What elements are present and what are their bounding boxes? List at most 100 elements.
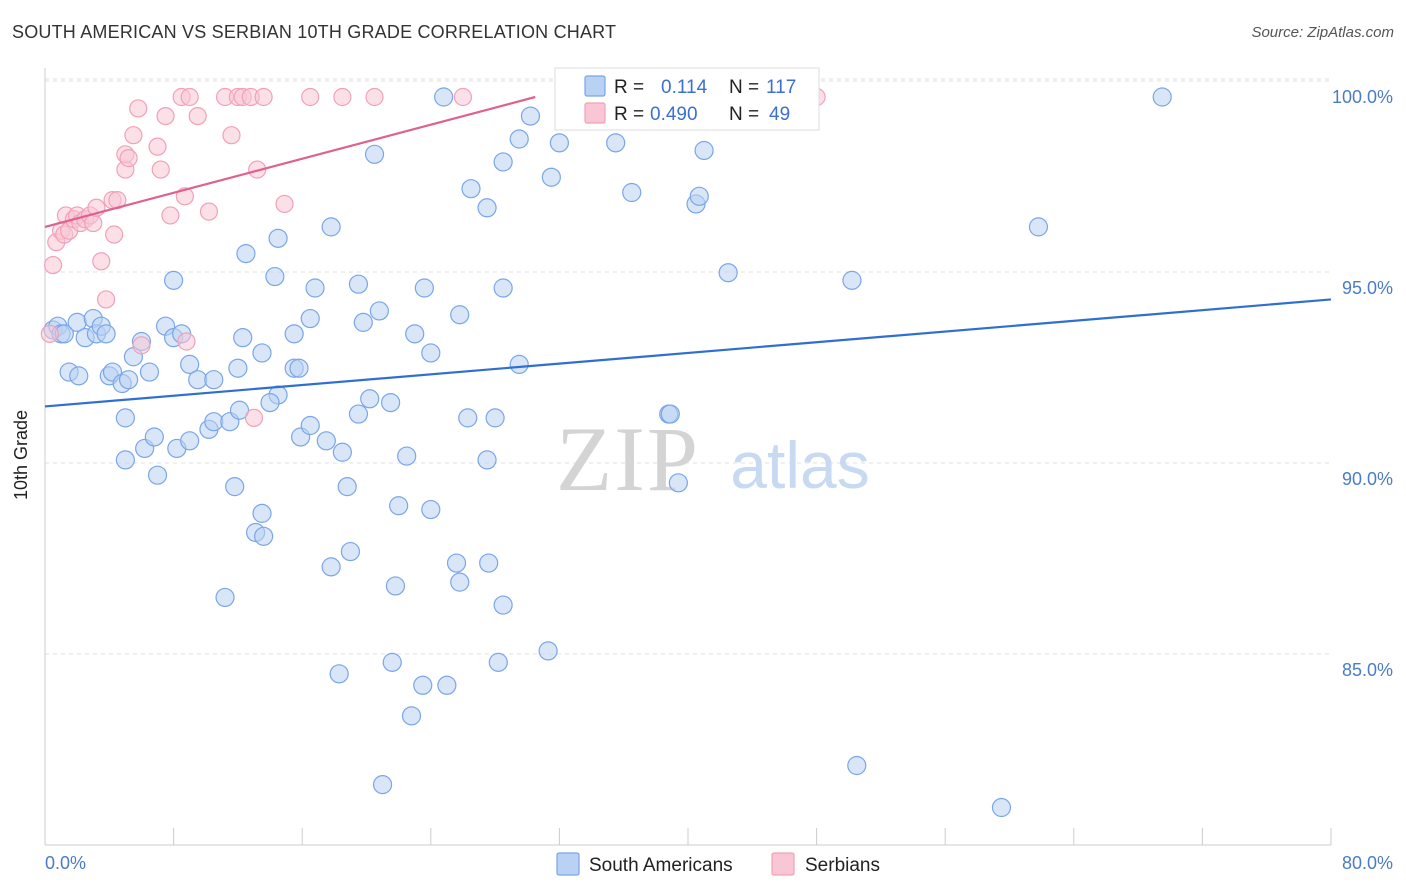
- point-serbian: [275, 194, 294, 214]
- point-south-american: [284, 324, 304, 344]
- legend-bottom-label-serbians: Serbians: [805, 855, 880, 876]
- point-south-american: [477, 450, 497, 470]
- point-south-american: [147, 465, 168, 485]
- point-serbian: [92, 252, 111, 271]
- point-south-american: [991, 797, 1012, 818]
- legend-stats: R = 0.114 N = 117 R = 0.490 N = 49: [554, 67, 820, 131]
- point-south-american: [321, 217, 341, 237]
- point-south-american: [353, 312, 373, 332]
- point-south-american: [321, 557, 341, 577]
- y-axis-label: 10th Grade: [11, 410, 31, 500]
- point-south-american: [215, 587, 235, 608]
- point-south-american: [397, 446, 417, 466]
- point-south-american: [421, 499, 441, 520]
- point-south-american: [461, 179, 481, 199]
- legend-bottom-swatch-south-americans: [556, 852, 580, 876]
- point-south-american: [660, 404, 680, 424]
- x-ticks: [44, 828, 1332, 845]
- point-south-american: [329, 664, 349, 684]
- y-tick-label: 95.0%: [1342, 278, 1393, 298]
- point-south-american: [348, 404, 369, 424]
- point-serbian: [156, 106, 175, 126]
- point-south-american: [252, 503, 272, 523]
- point-south-american: [364, 144, 385, 164]
- watermark: ZIP atlas: [556, 408, 870, 510]
- point-south-american: [265, 266, 285, 287]
- legend-series: South Americans Serbians: [556, 852, 880, 876]
- point-south-american: [305, 278, 325, 298]
- point-south-american: [1028, 217, 1049, 237]
- point-south-american: [842, 270, 862, 290]
- point-south-american: [381, 393, 401, 413]
- point-south-american: [204, 370, 224, 390]
- point-serbian: [43, 255, 63, 275]
- trend-line-serbians: [44, 95, 536, 228]
- point-serbian: [333, 87, 352, 107]
- point-south-american: [340, 541, 361, 562]
- point-serbian: [105, 225, 124, 244]
- series-serbians: [40, 87, 826, 427]
- point-serbian: [244, 408, 264, 427]
- trend-lines: [44, 95, 1332, 408]
- point-south-american: [493, 278, 513, 298]
- point-south-american: [485, 408, 505, 428]
- point-south-american: [405, 324, 425, 344]
- point-south-american: [369, 301, 389, 321]
- point-south-american: [437, 675, 457, 695]
- point-south-american: [225, 477, 245, 497]
- point-serbian: [151, 160, 170, 179]
- series-south-americans: [43, 87, 1172, 818]
- point-south-american: [260, 393, 280, 413]
- point-south-american: [622, 182, 642, 203]
- point-south-american: [115, 450, 135, 470]
- point-south-american: [421, 343, 441, 363]
- point-south-american: [229, 400, 250, 420]
- point-south-american: [316, 431, 336, 451]
- point-south-american: [401, 706, 422, 726]
- point-serbian: [177, 332, 196, 351]
- point-south-american: [509, 129, 529, 149]
- point-south-american: [413, 675, 433, 695]
- point-south-american: [450, 305, 470, 325]
- point-serbian: [199, 202, 219, 221]
- x-tick-label-min: 0.0%: [45, 853, 86, 873]
- legend-n-value-south-americans: 117: [766, 77, 796, 98]
- point-south-american: [180, 354, 200, 374]
- point-south-american: [332, 442, 352, 462]
- chart-title: SOUTH AMERICAN VS SERBIAN 10TH GRADE COR…: [12, 22, 617, 42]
- y-tick-label: 100.0%: [1332, 87, 1393, 107]
- point-south-american: [382, 652, 402, 672]
- point-serbian: [119, 149, 138, 168]
- point-south-american: [446, 553, 467, 573]
- legend-r-label-south-americans: R =: [614, 77, 644, 98]
- point-south-american: [144, 427, 164, 447]
- point-south-american: [337, 477, 357, 497]
- point-south-american: [414, 278, 434, 298]
- point-south-american: [360, 389, 380, 409]
- point-south-american: [549, 133, 570, 153]
- point-serbian: [96, 290, 116, 309]
- point-serbian: [365, 87, 384, 107]
- point-south-american: [458, 408, 478, 428]
- watermark-zip: ZIP: [556, 408, 700, 510]
- point-south-american: [372, 774, 393, 795]
- point-south-american: [689, 186, 709, 206]
- point-south-american: [164, 270, 184, 290]
- point-south-american: [668, 473, 688, 493]
- point-south-american: [268, 228, 288, 248]
- point-south-american: [254, 526, 274, 546]
- point-south-american: [389, 496, 409, 516]
- legend-n-label-south-americans: N =: [729, 77, 759, 98]
- point-south-american: [541, 167, 561, 187]
- point-serbian: [453, 87, 473, 107]
- point-south-american: [520, 106, 541, 126]
- point-south-american: [718, 263, 738, 283]
- point-south-american: [694, 140, 714, 161]
- point-serbian: [222, 126, 241, 145]
- legend-swatch-serbians: [584, 102, 606, 124]
- point-serbian: [161, 206, 180, 225]
- point-south-american: [450, 572, 470, 592]
- point-serbian: [188, 106, 207, 126]
- point-south-american: [118, 370, 139, 390]
